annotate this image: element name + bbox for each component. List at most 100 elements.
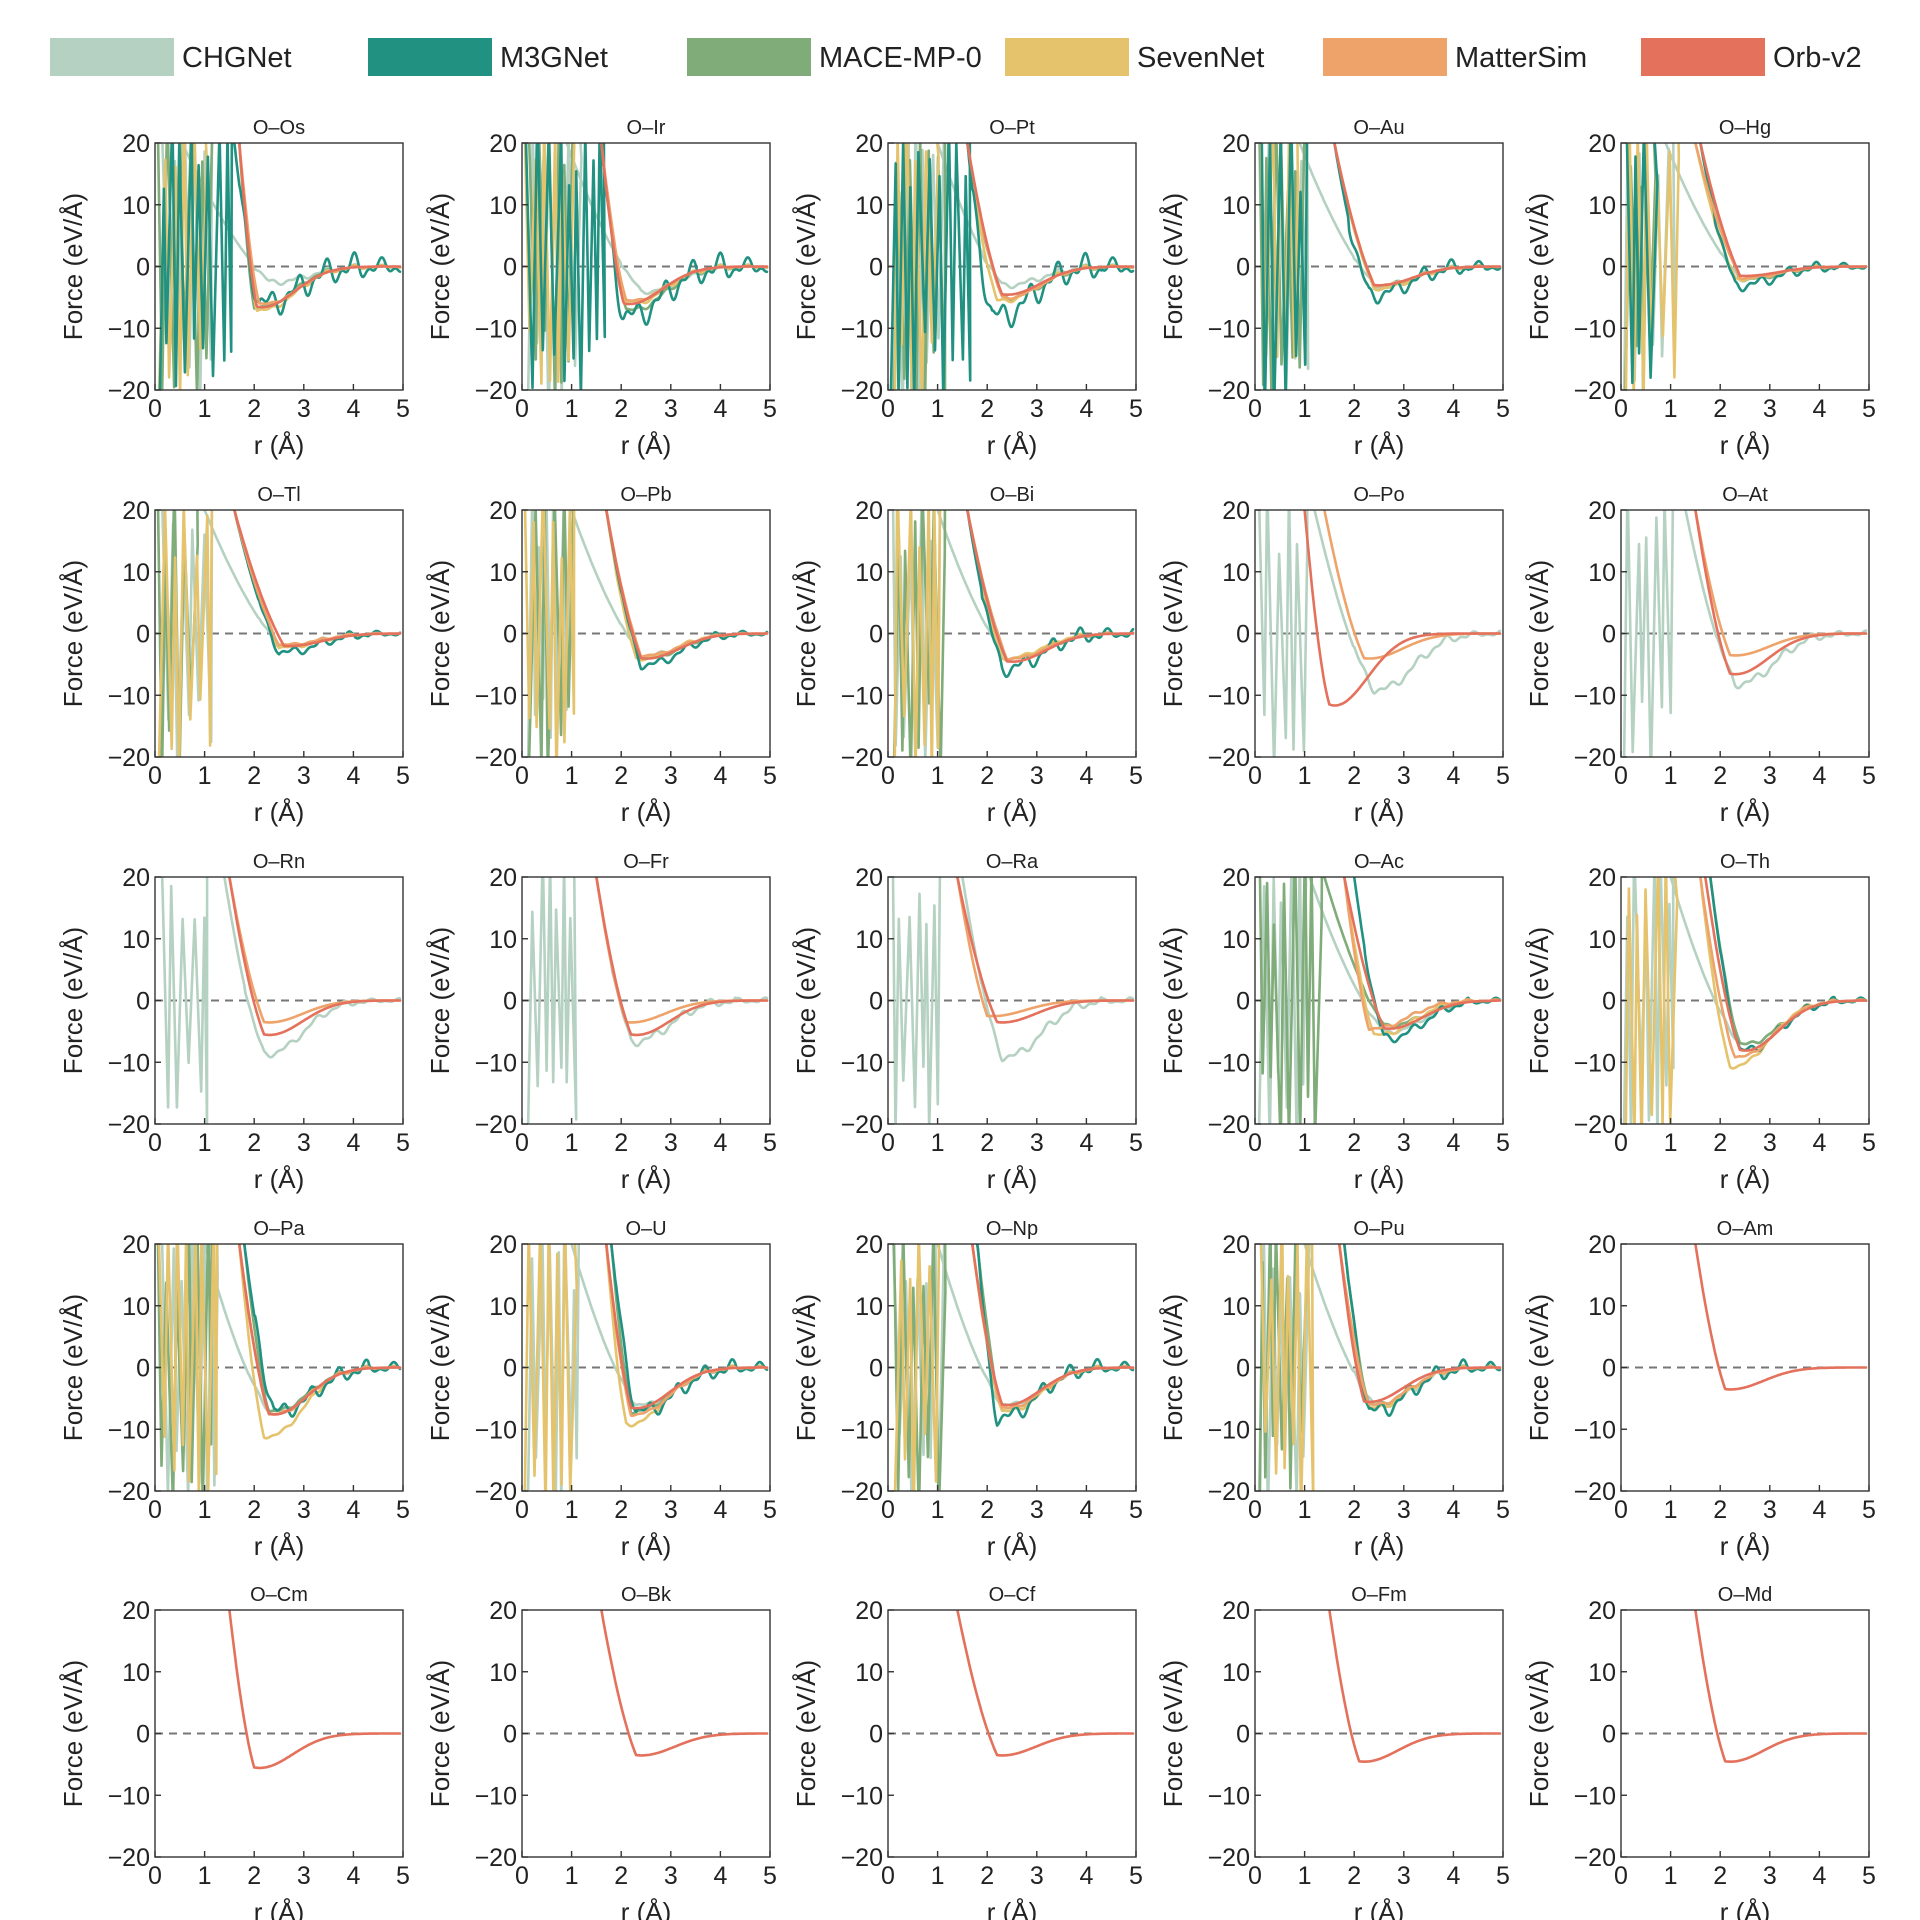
y-tick-label: 20	[122, 1597, 150, 1625]
y-tick-label: 0	[869, 254, 883, 282]
y-axis-label: Force (eV/Å)	[791, 1294, 821, 1441]
series-orb-v2-line	[1342, 877, 1502, 1030]
series-sevennet-line	[1624, 143, 1868, 390]
y-tick-label: 0	[1602, 621, 1616, 649]
legend: CHGNet M3GNet MACE-MP-0 SevenNet MatterSim Or…	[50, 38, 1862, 76]
y-tick-label: −10	[1574, 1416, 1616, 1444]
panel-title: O–Po	[1353, 484, 1404, 506]
x-tick-label: 2	[247, 1496, 261, 1524]
x-tick-label: 3	[664, 1862, 678, 1890]
y-tick-label: −20	[108, 377, 150, 405]
series-mattersim-line	[233, 510, 402, 647]
series-orb-v2-line	[970, 1244, 1135, 1407]
x-tick-label: 0	[1248, 1129, 1262, 1157]
x-tick-label: 4	[1812, 1496, 1826, 1524]
x-tick-label: 2	[614, 395, 628, 423]
y-axis-label: Force (eV/Å)	[58, 927, 88, 1074]
x-tick-label: 1	[1298, 1496, 1312, 1524]
y-axis-label: Force (eV/Å)	[58, 1294, 88, 1441]
panel-title: O–Cf	[989, 1584, 1036, 1606]
x-tick-label: 3	[1397, 395, 1411, 423]
legend-swatch-mace-mp-0	[687, 38, 811, 76]
x-tick-label: 1	[565, 1496, 579, 1524]
x-tick-label: 2	[1347, 1862, 1361, 1890]
series-chgnet-line	[160, 877, 402, 1124]
y-tick-label: 0	[1602, 1721, 1616, 1749]
x-tick-label: 0	[1248, 762, 1262, 790]
x-tick-label: 2	[614, 1129, 628, 1157]
y-axis-label: Force (eV/Å)	[1158, 1294, 1188, 1441]
x-tick-label: 5	[763, 762, 777, 790]
y-tick-label: −10	[841, 1049, 883, 1077]
y-tick-label: −20	[1208, 377, 1250, 405]
y-tick-label: 0	[1236, 621, 1250, 649]
x-tick-label: 1	[1664, 1496, 1678, 1524]
x-tick-label: 4	[1079, 395, 1093, 423]
y-tick-label: 0	[1236, 254, 1250, 282]
x-tick-label: 4	[1812, 395, 1826, 423]
x-tick-label: 5	[1862, 395, 1876, 423]
y-tick-label: 0	[503, 1721, 517, 1749]
y-tick-label: 10	[855, 559, 883, 587]
x-tick-label: 2	[1347, 395, 1361, 423]
series-orb-v2-line	[595, 877, 769, 1037]
series-chgnet-line	[1258, 510, 1502, 757]
x-tick-label: 2	[247, 1129, 261, 1157]
x-tick-label: 5	[1496, 762, 1510, 790]
x-axis-label: r (Å)	[1720, 1531, 1771, 1561]
x-tick-label: 3	[1030, 1496, 1044, 1524]
y-axis-label: Force (eV/Å)	[1158, 560, 1188, 707]
x-tick-label: 4	[713, 762, 727, 790]
x-tick-label: 3	[1030, 1129, 1044, 1157]
x-tick-label: 2	[614, 762, 628, 790]
y-tick-label: −20	[1208, 1844, 1250, 1872]
x-axis-label: r (Å)	[1354, 1897, 1405, 1920]
x-tick-label: 3	[297, 395, 311, 423]
y-tick-label: 0	[503, 254, 517, 282]
y-tick-label: 10	[489, 192, 517, 220]
y-tick-label: 20	[855, 130, 883, 158]
x-tick-label: 2	[247, 395, 261, 423]
y-tick-label: −20	[1574, 744, 1616, 772]
x-axis-label: r (Å)	[1720, 797, 1771, 827]
panel-title: O–Rn	[253, 851, 305, 873]
legend-label-m3gnet: M3GNet	[500, 42, 608, 74]
x-tick-label: 0	[1248, 395, 1262, 423]
y-tick-label: −20	[1574, 377, 1616, 405]
x-tick-label: 4	[1079, 762, 1093, 790]
panel-title: O–Fr	[623, 851, 669, 873]
series-orb-v2-line	[1694, 1610, 1868, 1763]
panel-title: O–U	[625, 1218, 666, 1240]
y-tick-label: 10	[855, 1293, 883, 1321]
y-tick-label: −20	[475, 377, 517, 405]
x-tick-label: 0	[515, 1496, 529, 1524]
legend-swatch-chgnet	[50, 38, 174, 76]
x-tick-label: 1	[198, 1496, 212, 1524]
y-tick-label: 20	[855, 1597, 883, 1625]
x-tick-label: 0	[148, 762, 162, 790]
series-orb-v2-line	[237, 1244, 402, 1416]
y-tick-label: −20	[1574, 1844, 1616, 1872]
legend-swatch-mattersim	[1323, 38, 1447, 76]
y-tick-label: 0	[136, 1721, 150, 1749]
x-tick-label: 1	[1664, 762, 1678, 790]
y-tick-label: 20	[1222, 1231, 1250, 1259]
x-tick-label: 0	[1614, 1129, 1628, 1157]
y-tick-label: −10	[841, 1416, 883, 1444]
y-tick-label: 20	[122, 497, 150, 525]
panel-title: O–Fm	[1351, 1584, 1407, 1606]
y-tick-label: −20	[475, 1478, 517, 1506]
x-tick-label: 3	[1763, 762, 1777, 790]
x-tick-label: 4	[346, 1862, 360, 1890]
y-tick-label: 20	[1222, 1597, 1250, 1625]
y-tick-label: 0	[136, 988, 150, 1016]
y-tick-label: −10	[108, 682, 150, 710]
panel-title: O–Tl	[257, 484, 300, 506]
panel-title: O–Pu	[1353, 1218, 1404, 1240]
y-tick-label: 20	[489, 864, 517, 892]
x-tick-label: 5	[1862, 1129, 1876, 1157]
